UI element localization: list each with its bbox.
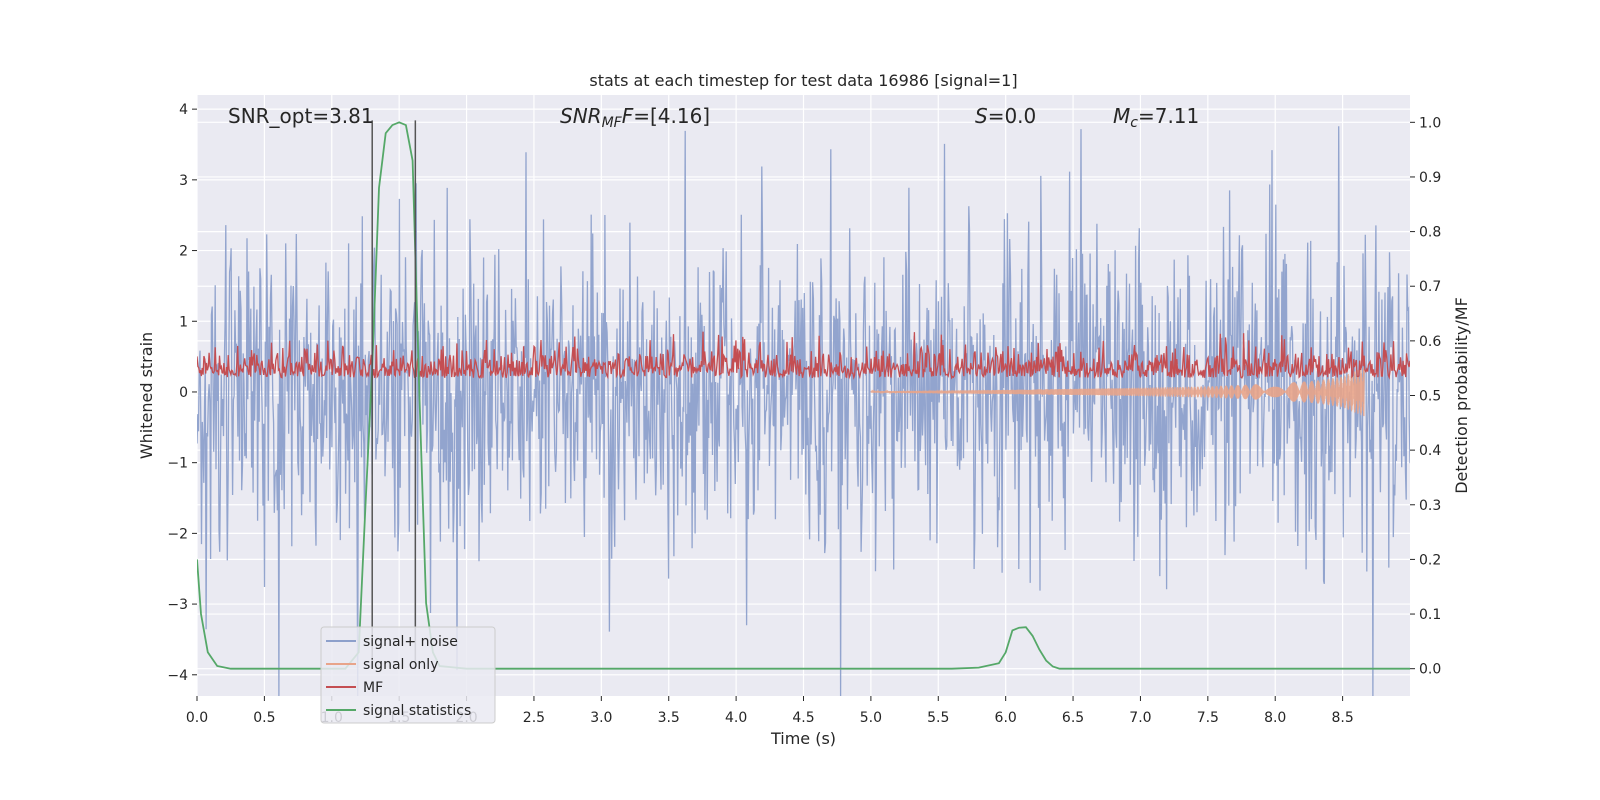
y-right-tick-label: 0.8	[1419, 225, 1441, 241]
y-right-tick-label: 0.2	[1419, 552, 1441, 568]
x-tick-label: 5.0	[860, 710, 882, 726]
y-right-tick-label: 0.4	[1419, 443, 1441, 459]
x-tick-label: 4.0	[725, 710, 747, 726]
y-tick-label: −1	[167, 456, 188, 472]
series-signal-only	[870, 367, 1365, 417]
x-tick-label: 6.5	[1062, 710, 1084, 726]
y-axis-left: 4 3 2 1 0 −1 −2 −3 −4	[167, 102, 197, 684]
series-signal-statistics	[197, 121, 1410, 670]
x-tick-label: 7.0	[1129, 710, 1151, 726]
y-tick-label: −3	[167, 597, 188, 613]
y-right-tick-label: 0.5	[1419, 389, 1441, 405]
x-tick-label: 7.5	[1197, 710, 1219, 726]
y-right-tick-label: 0.3	[1419, 498, 1441, 514]
annotation-s: S=0.0	[975, 104, 1036, 128]
y-tick-label: −4	[167, 668, 188, 684]
x-tick-label: 3.0	[590, 710, 612, 726]
chart-title: stats at each timestep for test data 169…	[589, 71, 1017, 90]
series-mf	[197, 331, 1410, 380]
y-tick-label: 1	[179, 314, 188, 330]
y-axis-right-label: Detection probability/MF	[1452, 297, 1471, 494]
y-right-tick-label: 0.7	[1419, 279, 1441, 295]
y-right-tick-label: 0.0	[1419, 662, 1441, 678]
y-tick-label: −2	[167, 526, 188, 542]
y-right-tick-label: 0.6	[1419, 334, 1441, 350]
x-tick-label: 0.0	[186, 710, 208, 726]
y-tick-label: 2	[179, 244, 188, 260]
y-tick-label: 0	[179, 385, 188, 401]
x-tick-label: 6.0	[995, 710, 1017, 726]
y-tick-label: 3	[179, 173, 188, 189]
x-axis-label: Time (s)	[770, 729, 836, 748]
annotation-snr-opt: SNR_opt=3.81	[228, 104, 374, 128]
y-right-tick-label: 1.0	[1419, 115, 1441, 131]
x-tick-label: 4.5	[792, 710, 814, 726]
annotation-mc: Mc=7.11	[1113, 104, 1199, 131]
y-right-tick-label: 0.1	[1419, 607, 1441, 623]
x-tick-label: 5.5	[927, 710, 949, 726]
x-tick-label: 2.5	[523, 710, 545, 726]
legend-box	[320, 626, 496, 724]
y-tick-label: 4	[179, 102, 188, 118]
series-layer	[197, 120, 1410, 696]
legend-label: MF	[363, 680, 383, 696]
y-right-tick-label: 0.9	[1419, 170, 1441, 186]
annotation-snr-mf: SNRMFF=[4.16]	[560, 104, 710, 131]
x-tick-label: 3.5	[658, 710, 680, 726]
x-tick-label: 8.0	[1264, 710, 1286, 726]
y-axis-right: 1.0 0.9 0.8 0.7 0.6 0.5 0.4 0.3 0.2 0.1 0.0	[1410, 115, 1441, 678]
legend: signal+ noise signal only MF signal statist…	[320, 626, 496, 724]
legend-label: signal only	[363, 657, 438, 673]
x-tick-label: 8.5	[1331, 710, 1353, 726]
legend-label: signal statistics	[363, 703, 471, 719]
series-signal-noise	[197, 126, 1410, 696]
legend-label: signal+ noise	[363, 634, 458, 650]
y-axis-label: Whitened strain	[137, 332, 156, 459]
x-tick-label: 0.5	[253, 710, 275, 726]
